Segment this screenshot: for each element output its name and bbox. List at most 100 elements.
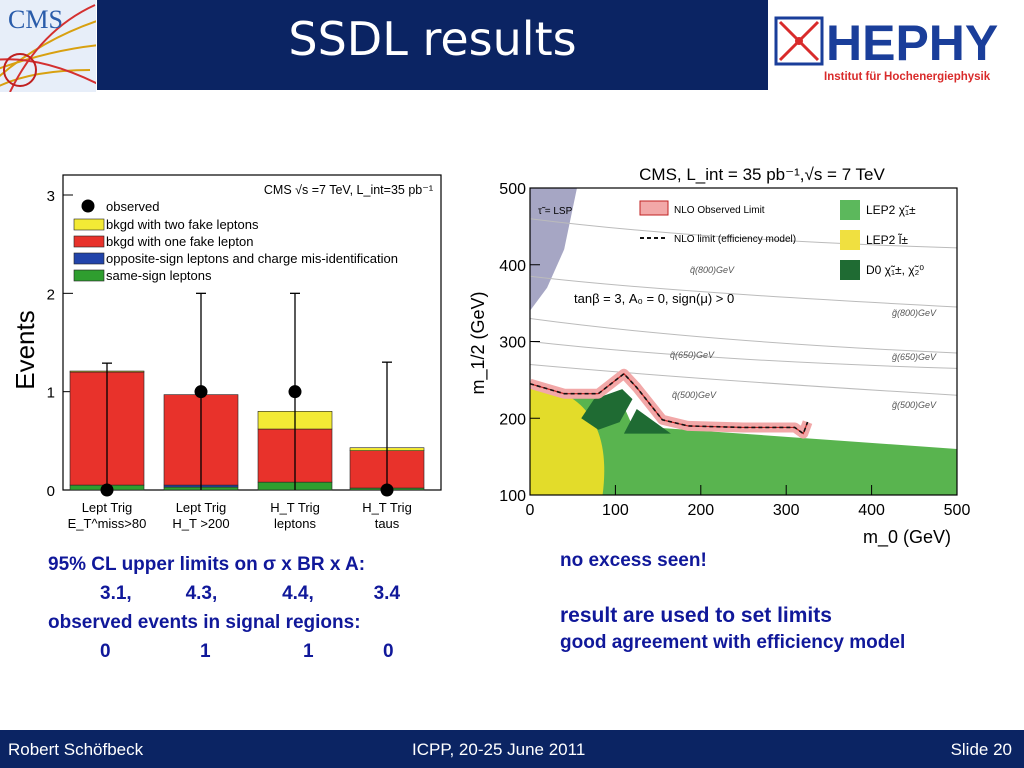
category-label: leptons xyxy=(274,516,316,531)
contour-label: q̃(500)GeV xyxy=(672,390,717,400)
agreement-text: good agreement with efficiency model xyxy=(560,632,906,653)
legend-label: LEP2 l̃± xyxy=(866,232,908,247)
category-label: H_T Trig xyxy=(362,500,412,515)
no-excess-text: no excess seen! xyxy=(560,550,707,571)
footer-conference: ICPP, 20-25 June 2011 xyxy=(412,740,586,759)
parameters-label: tanβ = 3, A₀ = 0, sign(μ) > 0 xyxy=(574,291,734,306)
lep2-slepton-region xyxy=(530,383,605,495)
y-tick-label: 1 xyxy=(47,385,55,402)
right-text-block: no excess seen! result are used to set l… xyxy=(560,550,1000,654)
legend-label: D0 χ̃₁±, χ̃₂⁰ xyxy=(866,263,924,277)
x-tick-label: 500 xyxy=(944,502,971,519)
legend-swatch xyxy=(73,269,105,282)
x-tick-label: 100 xyxy=(602,502,629,519)
mass-contour xyxy=(530,364,957,396)
y-tick-label: 3 xyxy=(47,188,55,205)
stau-lsp-label: τ̃ = LSP xyxy=(538,206,573,217)
hephy-logo: HEPHY Institut für Hochenergiephysik xyxy=(770,0,1024,90)
y-tick-label: 300 xyxy=(499,335,526,352)
y-tick-label: 500 xyxy=(499,181,526,198)
cms-logo-text: CMS xyxy=(8,5,63,34)
cms-logo: CMS xyxy=(0,0,96,92)
category-label: H_T Trig xyxy=(270,500,320,515)
cms-logo-graphic: CMS xyxy=(0,0,96,92)
limit-value: 4.4, xyxy=(282,583,314,604)
observed-events-heading: observed events in signal regions: xyxy=(48,612,361,633)
d0-region xyxy=(623,409,671,434)
x-tick-label: 0 xyxy=(526,502,535,519)
slide-footer: Robert Schöfbeck ICPP, 20-25 June 2011 S… xyxy=(0,730,1024,768)
legend-swatch xyxy=(639,200,669,216)
events-bar-chart: 0 1 2 3 Events CMS √s =7 TeV, L_int=35 pb⁻¹… xyxy=(10,174,442,531)
upper-limits-values: 3.1, 4.3, 4.4, 3.4 xyxy=(100,579,400,608)
hephy-subtitle: Institut für Hochenergiephysik xyxy=(824,71,991,83)
bar-chart-title: CMS √s =7 TeV, L_int=35 pb⁻¹ xyxy=(264,183,433,197)
category-label: taus xyxy=(375,516,400,531)
category-label: E_T^miss>80 xyxy=(68,516,147,531)
legend-swatch xyxy=(73,218,105,231)
y-tick-label: 2 xyxy=(47,286,55,303)
observed-value: 1 xyxy=(200,641,211,662)
mass-contour xyxy=(530,218,957,249)
exclusion-chart-ylabel: m_1/2 (GeV) xyxy=(468,291,489,394)
contour-label: q̃(800)GeV xyxy=(690,265,735,275)
legend-swatch xyxy=(840,200,860,220)
legend-label: LEP2 χ̃₁± xyxy=(866,203,916,217)
footer-author: Robert Schöfbeck xyxy=(8,740,144,759)
legend-swatch xyxy=(73,235,105,248)
mass-contour xyxy=(530,317,957,354)
y-tick-label: 0 xyxy=(47,483,55,500)
observed-events-values: 0 1 1 0 xyxy=(100,637,400,666)
observed-point xyxy=(380,483,394,497)
limits-text: result are used to set limits xyxy=(560,604,832,627)
legend-label: bkgd with one fake lepton xyxy=(106,234,253,249)
limit-value: 4.3, xyxy=(185,583,218,604)
footer-slide-number: Slide 20 xyxy=(950,740,1012,759)
observed-value: 0 xyxy=(383,641,394,662)
y-tick-label: 200 xyxy=(499,411,526,428)
contour-label: g̃(500)GeV xyxy=(892,400,937,410)
legend-label: bkgd with two fake leptons xyxy=(106,217,259,232)
hephy-logo-graphic: HEPHY Institut für Hochenergiephysik xyxy=(774,15,998,83)
contour-label: g̃(800)GeV xyxy=(892,308,937,318)
observed-value: 0 xyxy=(100,641,111,662)
legend-label: opposite-sign leptons and charge mis-ide… xyxy=(106,251,398,266)
legend-swatch xyxy=(73,252,105,265)
legend-swatch xyxy=(840,260,860,280)
exclusion-chart-title: CMS, L_int = 35 pb⁻¹,√s = 7 TeV xyxy=(639,165,885,184)
exclusion-chart-xlabel: m_0 (GeV) xyxy=(863,527,951,548)
y-tick-label: 400 xyxy=(499,258,526,275)
x-tick-label: 300 xyxy=(773,502,800,519)
legend-label: NLO limit (efficiency model) xyxy=(674,234,796,245)
mass-contour xyxy=(530,341,957,369)
bar-chart-ylabel: Events xyxy=(10,310,40,390)
slide-header: CMS SSDL results HEPHY Institut für Hoch… xyxy=(0,0,1024,92)
legend-observed-marker xyxy=(81,199,95,213)
category-label: Lept Trig xyxy=(82,500,133,515)
stau-lsp-region xyxy=(530,188,577,311)
legend-label: observed xyxy=(106,199,159,214)
x-tick-label: 400 xyxy=(858,502,885,519)
title-bar: SSDL results xyxy=(97,0,768,90)
legend-label: NLO Observed Limit xyxy=(674,205,765,216)
limit-value: 3.1, xyxy=(100,583,132,604)
mass-contour xyxy=(530,275,957,308)
hephy-name: HEPHY xyxy=(826,15,998,71)
limit-value: 3.4 xyxy=(373,583,401,604)
contour-label: q̃(650)GeV xyxy=(670,350,715,360)
category-label: Lept Trig xyxy=(176,500,227,515)
d0-region xyxy=(581,389,633,430)
efficiency-limit-line xyxy=(530,372,809,435)
slide-title: SSDL results xyxy=(288,12,577,66)
upper-limits-heading: 95% CL upper limits on σ x BR x A: xyxy=(48,554,366,575)
y-tick-label: 100 xyxy=(499,488,526,505)
observed-value: 1 xyxy=(303,641,314,662)
lep2-chargino-region xyxy=(530,389,957,495)
x-tick-label: 200 xyxy=(687,502,714,519)
contour-label: g̃(650)GeV xyxy=(892,352,937,362)
legend-label: same-sign leptons xyxy=(106,268,212,283)
legend-swatch xyxy=(840,230,860,250)
observed-point xyxy=(288,385,302,399)
observed-point xyxy=(100,483,114,497)
